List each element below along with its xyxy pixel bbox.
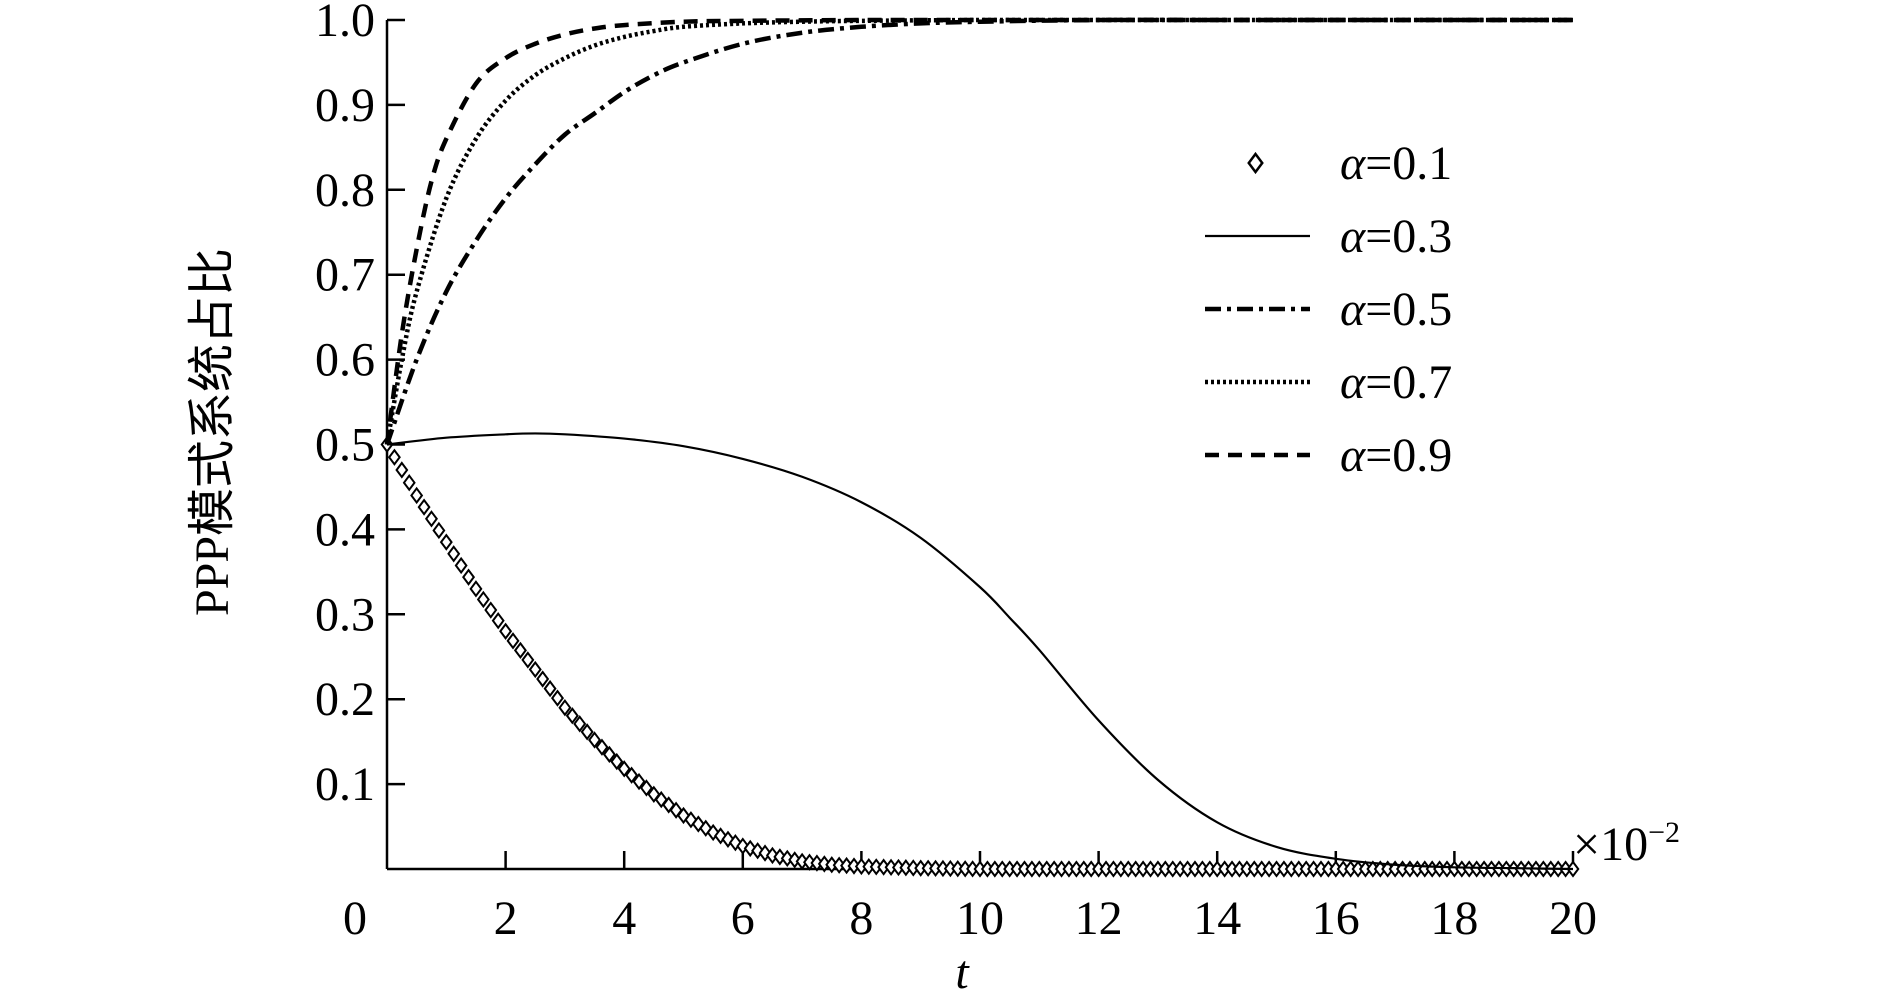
y-axis-title: PPP模式系统占比 <box>186 248 239 616</box>
x-axis-title: t <box>955 946 970 996</box>
data-point-marker <box>410 486 424 505</box>
data-point-marker <box>617 760 631 778</box>
data-point-marker <box>395 461 409 479</box>
data-point-marker <box>462 568 476 586</box>
x-tick-label: 12 <box>1075 892 1123 945</box>
data-point-marker <box>550 689 564 707</box>
series-diamond-markers <box>380 435 1580 878</box>
y-tick-label: 0.4 <box>315 503 375 556</box>
data-point-marker <box>417 498 431 516</box>
y-tick-label: 0.9 <box>315 79 375 132</box>
data-point-marker <box>491 612 505 630</box>
x-tick-label: 0 <box>343 892 367 945</box>
legend-label: α=0.9 <box>1340 429 1452 482</box>
data-point-marker <box>573 715 587 733</box>
legend-alpha-symbol: α <box>1340 429 1366 482</box>
data-point-marker <box>565 707 579 725</box>
x-tick-label: 2 <box>494 892 518 945</box>
data-point-marker <box>432 521 446 540</box>
series-dashed <box>384 17 1573 445</box>
legend-label: α=0.7 <box>1340 356 1452 409</box>
legend-item: α=0.1 <box>1247 137 1452 190</box>
data-point-marker <box>543 679 557 698</box>
y-tick-label: 0.7 <box>315 249 375 302</box>
legend-alpha-value: =0.5 <box>1365 283 1452 336</box>
data-point-marker <box>424 510 438 528</box>
series-line <box>386 432 1574 871</box>
data-point-marker <box>625 766 639 784</box>
x-tick-group: 0 2 4 6 8 10 12 14 16 18 20 <box>343 851 1597 945</box>
data-point-marker <box>580 723 594 741</box>
data-point-marker <box>476 590 490 609</box>
legend-swatch <box>1247 151 1264 175</box>
series-layer <box>380 17 1580 878</box>
y-tick-group: 0.1 0.2 0.3 0.4 0.5 0.6 0.7 0.8 0.9 1.0 <box>315 0 405 811</box>
legend-alpha-symbol: α <box>1340 356 1366 409</box>
y-tick-label: 0.8 <box>315 164 375 217</box>
data-point-marker <box>595 738 609 756</box>
legend-alpha-value: =0.9 <box>1365 429 1452 482</box>
x-tick-label: 18 <box>1430 892 1478 945</box>
legend-item: α=0.9 <box>1205 429 1452 482</box>
legend: α=0.1α=0.3α=0.5α=0.7α=0.9 <box>1205 137 1452 482</box>
data-point-marker <box>602 745 616 764</box>
legend-item: α=0.3 <box>1205 210 1452 263</box>
legend-label: α=0.3 <box>1340 210 1452 263</box>
data-point-marker <box>632 772 646 791</box>
legend-item: α=0.7 <box>1205 356 1452 409</box>
legend-alpha-symbol: α <box>1340 210 1366 263</box>
legend-alpha-symbol: α <box>1340 283 1366 336</box>
data-point-marker <box>639 779 653 797</box>
x-multiplier-exponent: −2 <box>1648 816 1680 849</box>
legend-alpha-value: =0.7 <box>1365 356 1452 409</box>
y-tick-label: 1.0 <box>315 0 375 47</box>
data-point-marker <box>528 660 542 679</box>
series-solid <box>386 432 1574 871</box>
data-point-marker <box>439 533 453 551</box>
y-tick-label: 0.6 <box>315 334 375 387</box>
legend-item: α=0.5 <box>1205 283 1452 336</box>
data-point-marker <box>610 752 624 771</box>
data-point-marker <box>387 448 401 466</box>
x-tick-label: 16 <box>1312 892 1360 945</box>
x-tick-label: 4 <box>612 892 636 945</box>
data-point-marker <box>588 731 602 749</box>
legend-label: α=0.5 <box>1340 283 1452 336</box>
data-point-marker <box>447 545 461 563</box>
data-point-marker <box>521 651 535 669</box>
data-point-marker <box>499 622 513 640</box>
y-tick-label: 0.3 <box>315 588 375 641</box>
x-multiplier-base: ×10 <box>1573 818 1648 871</box>
data-point-marker <box>454 556 468 575</box>
series-line <box>384 17 1573 445</box>
y-tick-label: 0.2 <box>315 673 375 726</box>
data-point-marker <box>513 641 527 660</box>
x-tick-label: 20 <box>1549 892 1597 945</box>
data-point-marker <box>469 580 483 598</box>
x-axis-multiplier: ×10−2 <box>1573 816 1680 871</box>
data-point-marker <box>558 699 572 717</box>
y-tick-label: 0.1 <box>315 758 375 811</box>
x-tick-label: 8 <box>849 892 873 945</box>
x-tick-label: 10 <box>956 892 1004 945</box>
legend-label: α=0.1 <box>1340 137 1452 190</box>
data-point-marker <box>506 632 520 650</box>
legend-alpha-value: =0.3 <box>1365 210 1452 263</box>
data-point-marker <box>402 474 416 492</box>
data-point-marker <box>484 601 498 619</box>
legend-alpha-value: =0.1 <box>1365 137 1452 190</box>
x-tick-label: 14 <box>1193 892 1241 945</box>
data-point-marker <box>536 670 550 688</box>
y-tick-label: 0.5 <box>315 419 375 472</box>
x-tick-label: 6 <box>731 892 755 945</box>
legend-alpha-symbol: α <box>1340 137 1366 190</box>
